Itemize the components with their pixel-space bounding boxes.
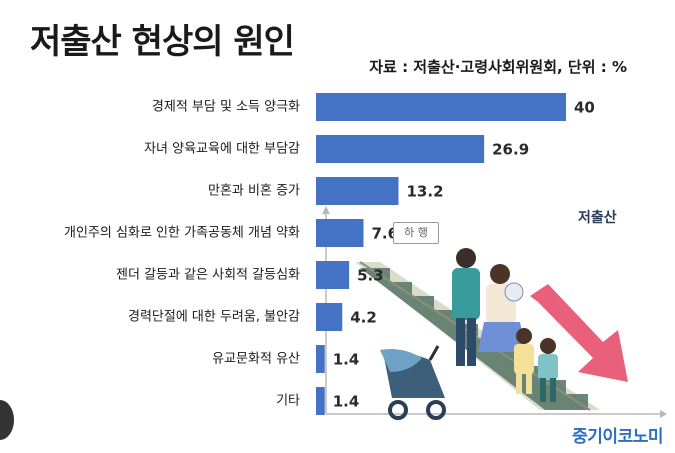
bar xyxy=(316,93,566,121)
bar xyxy=(316,345,325,373)
decorative-illustration xyxy=(322,206,667,420)
bar xyxy=(316,177,399,205)
category-label: 젠더 갈등과 같은 사회적 갈등심화 xyxy=(116,268,300,283)
illus-x-arrowhead xyxy=(660,410,667,418)
bar xyxy=(316,135,485,163)
value-label: 26.9 xyxy=(492,141,529,159)
category-label: 경력단절에 대한 두려움, 불안감 xyxy=(128,310,300,325)
chart-title: 저출산 현상의 원인 xyxy=(30,22,295,62)
bar xyxy=(316,261,350,289)
bar xyxy=(316,387,325,415)
callout-label: 하 행 xyxy=(393,222,439,244)
category-label: 자녀 양육교육에 대한 부담감 xyxy=(144,142,300,157)
value-label: 1.4 xyxy=(333,393,360,411)
bars-group: 경제적 부담 및 소득 양극화 40 자녀 양육교육에 대한 부담감 26.9 만혼과 … xyxy=(64,93,595,415)
value-label: 5.3 xyxy=(357,267,384,285)
category-label: 만혼과 비혼 증가 xyxy=(208,184,300,199)
source-note: 자료 : 저출산·고령사회위원회, 단위 : % xyxy=(369,58,627,76)
brand-logo: 중기이코노미 xyxy=(572,427,663,447)
family-icon xyxy=(452,248,558,402)
illus-y-arrowhead xyxy=(322,206,330,214)
edge-dot xyxy=(0,400,14,440)
value-label: 13.2 xyxy=(407,183,444,201)
illustration-label: 저출산 xyxy=(578,210,617,226)
down-arrow-icon xyxy=(530,284,628,382)
stroller-icon xyxy=(380,345,446,420)
value-label: 4.2 xyxy=(350,309,377,327)
category-label: 기타 xyxy=(276,394,300,409)
category-label: 개인주의 심화로 인한 가족공동체 개념 약화 xyxy=(64,226,300,241)
bar xyxy=(316,219,364,247)
category-label: 경제적 부담 및 소득 양극화 xyxy=(152,100,300,115)
value-label: 40 xyxy=(574,99,595,117)
bar xyxy=(316,303,343,331)
value-label: 7.6 xyxy=(372,225,399,243)
category-label: 유교문화적 유산 xyxy=(212,352,300,367)
value-label: 1.4 xyxy=(333,351,360,369)
